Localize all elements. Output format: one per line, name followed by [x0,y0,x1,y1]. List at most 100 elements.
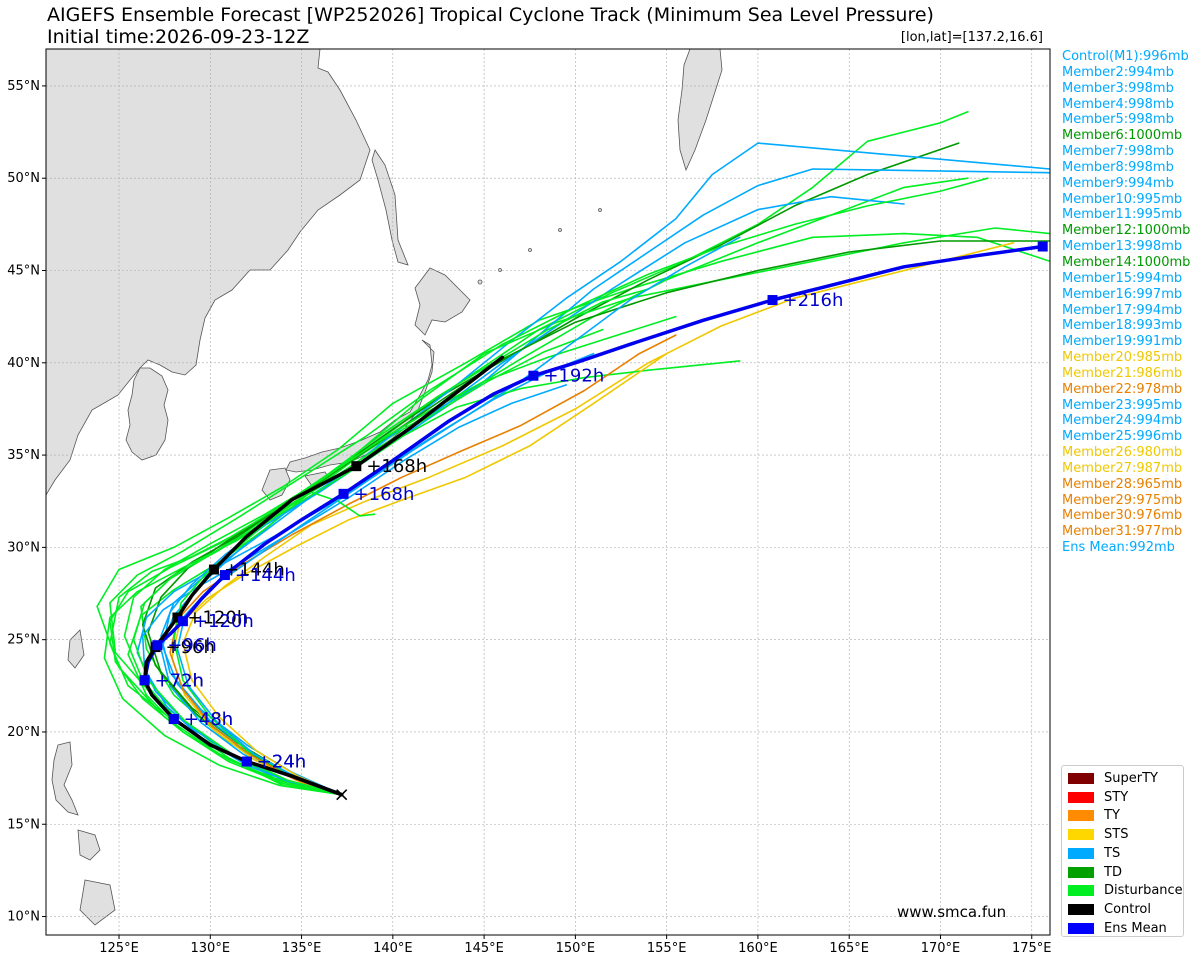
legend-label: TY [1104,808,1120,824]
legend-item: STY [1068,789,1128,806]
member-track [96,232,1050,796]
ens-mean-marker [767,295,778,306]
legend-swatch [1068,885,1094,897]
member-entry: Member31:977mb [1062,524,1183,540]
member-entry: Member26:980mb [1062,445,1183,461]
member-track [132,328,604,796]
track-lines: +24h+48h+72h+96h+120h+144h+168h+24h+48h+… [96,111,1050,801]
korea [125,367,169,461]
ens-mean-marker [139,675,150,686]
member-entry: Member11:995mb [1062,207,1183,223]
member-entry: Member17:994mb [1062,302,1183,318]
lat-tick-label: 20°N [7,725,40,740]
lat-tick-label: 15°N [7,817,40,832]
control-marker [351,461,362,472]
legend-item: TY [1068,807,1120,824]
legend-swatch [1068,847,1094,859]
ens-mean-time-label: +24h [257,751,306,772]
member-entry: Member9:994mb [1062,175,1174,191]
title-line1: AIGEFS Ensemble Forecast [WP252026] Trop… [47,4,934,26]
ens-mean-time-label: +48h [184,709,233,730]
legend-item: SuperTY [1068,770,1158,787]
member-entry: Member10:995mb [1062,191,1183,207]
title-line2: Initial time:2026-09-23-12Z [47,26,310,48]
lon-tick-label: 170°E [921,941,961,956]
legend-swatch [1068,791,1094,803]
luzon [51,741,79,816]
control-time-label: +168h [366,456,427,477]
land-masses [46,49,723,926]
legend-label: STY [1104,789,1129,805]
legend-swatch [1068,922,1094,934]
lat-tick-label: 25°N [7,633,40,648]
legend-swatch [1068,866,1094,878]
ens-mean-marker [338,488,349,499]
member-entry: Member24:994mb [1062,413,1183,429]
lat-tick-label: 55°N [7,79,40,94]
ens-mean-time-label: +120h [193,611,254,632]
lon-tick-label: 175°E [1012,941,1052,956]
ens-mean-marker [241,756,252,767]
axis-ticks: 125°E 130°E 135°E 140°E 145°E 150°E 155°E 160°E… [7,79,1051,956]
lon-tick-label: 130°E [191,941,231,956]
lat-tick-label: 35°N [7,448,40,463]
control-marker [172,612,183,623]
control-time-label: +144h [224,560,285,581]
lon-tick-label: 155°E [647,941,687,956]
lon-tick-label: 150°E [556,941,596,956]
member-entry: Member22:978mb [1062,381,1183,397]
lon-tick-label: 135°E [282,941,322,956]
legend-label: SuperTY [1104,771,1158,786]
legend-item: TD [1068,864,1122,881]
ens-mean-marker [1037,241,1048,252]
control-marker [208,564,219,575]
site-watermark: www.smca.fun [897,903,1007,921]
lon-tick-label: 140°E [373,941,413,956]
legend-item: Disturbance [1068,882,1183,899]
ens-mean-time-label: +96h [167,635,216,656]
member-entry: Member8:998mb [1062,159,1174,175]
grid-lines [46,49,1050,935]
title: AIGEFS Ensemble Forecast [WP252026] Trop… [47,4,934,48]
legend-item: Control [1068,901,1151,918]
initial-position-marker [336,789,348,801]
member-entry: Member14:1000mb [1062,254,1191,270]
mindanao [79,879,116,926]
member-entry: Member27:987mb [1062,460,1183,476]
legend-swatch [1068,773,1094,784]
visayas [77,829,101,861]
member-entry: Member13:998mb [1062,239,1183,255]
legend-swatch [1068,829,1094,841]
plot-frame [45,48,1051,936]
member-entry: Member2:994mb [1062,64,1174,80]
control-time-label: +72h [155,670,204,691]
legend-label: TS [1104,845,1121,861]
lon-tick-label: 165°E [829,941,869,956]
member-entry: Member25:996mb [1062,429,1183,445]
legend: SuperTY STY TY STS TS TD Disturbance Control Ens… [1061,765,1184,937]
lat-tick-label: 45°N [7,264,40,279]
legend-swatch [1068,903,1094,915]
member-entry: Member5:998mb [1062,112,1174,128]
ens-mean-marker [528,370,539,381]
legend-item: TS [1068,845,1120,862]
lon-tick-label: 160°E [738,941,778,956]
lat-tick-label: 50°N [7,171,40,186]
member-entry: Member20:985mb [1062,350,1183,366]
control-track [142,355,505,797]
legend-label: STS [1104,827,1129,843]
legend-label: TD [1104,864,1122,880]
kyushu [261,467,291,501]
member-entry: Member19:991mb [1062,334,1183,350]
member-entry: Member28:965mb [1062,476,1183,492]
ens-mean-marker [219,570,230,581]
member-track [169,334,677,796]
member-entry: Member30:976mb [1062,508,1183,524]
ens-mean-marker [152,640,163,651]
ens-mean-marker [177,616,188,627]
lat-tick-label: 10°N [7,910,40,925]
member-entry: Ens Mean:992mb [1062,540,1175,556]
member-entry: Member23:995mb [1062,397,1183,413]
member-entry: Member15:994mb [1062,270,1183,286]
